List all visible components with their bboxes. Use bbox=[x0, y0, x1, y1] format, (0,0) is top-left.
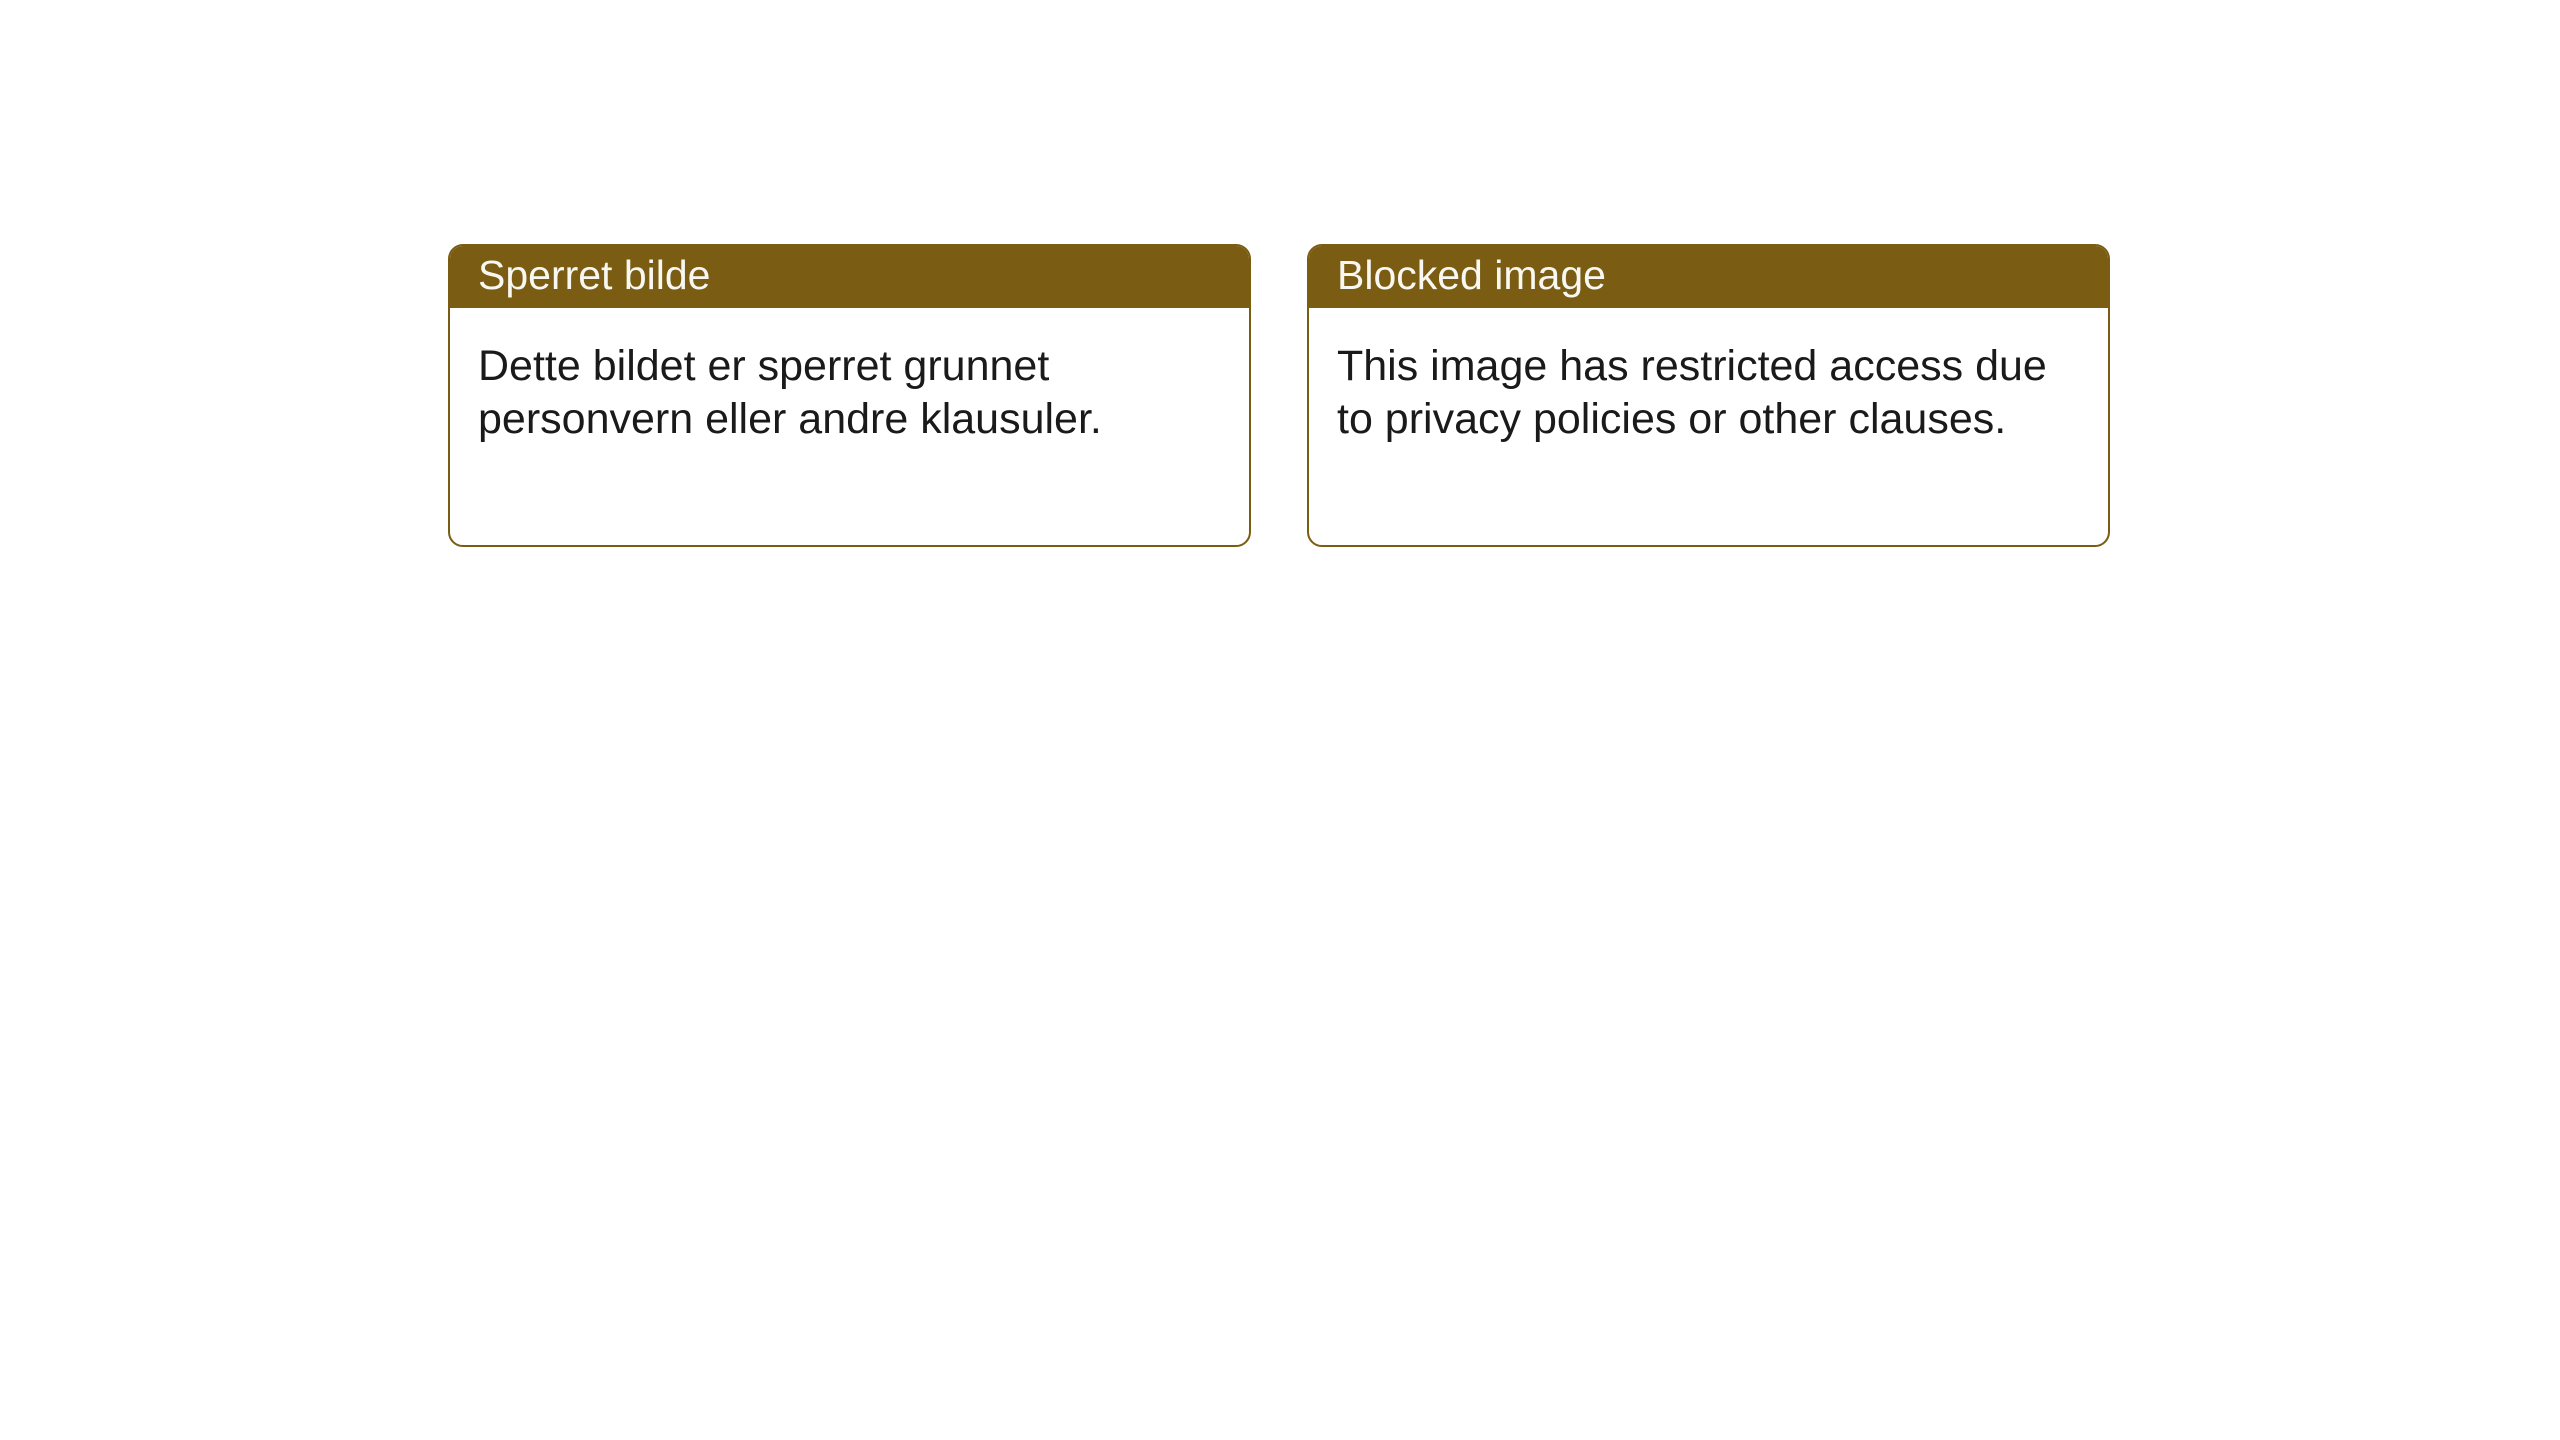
notice-box-norwegian: Sperret bilde Dette bildet er sperret gr… bbox=[448, 244, 1251, 547]
notice-body-norwegian: Dette bildet er sperret grunnet personve… bbox=[450, 308, 1249, 545]
notice-header-norwegian: Sperret bilde bbox=[450, 246, 1249, 308]
notice-box-english: Blocked image This image has restricted … bbox=[1307, 244, 2110, 547]
notice-body-english: This image has restricted access due to … bbox=[1309, 308, 2108, 545]
notice-header-english: Blocked image bbox=[1309, 246, 2108, 308]
notice-container: Sperret bilde Dette bildet er sperret gr… bbox=[448, 244, 2110, 547]
